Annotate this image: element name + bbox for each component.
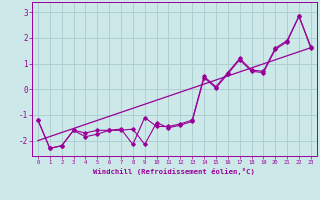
X-axis label: Windchill (Refroidissement éolien,°C): Windchill (Refroidissement éolien,°C) — [93, 168, 255, 175]
